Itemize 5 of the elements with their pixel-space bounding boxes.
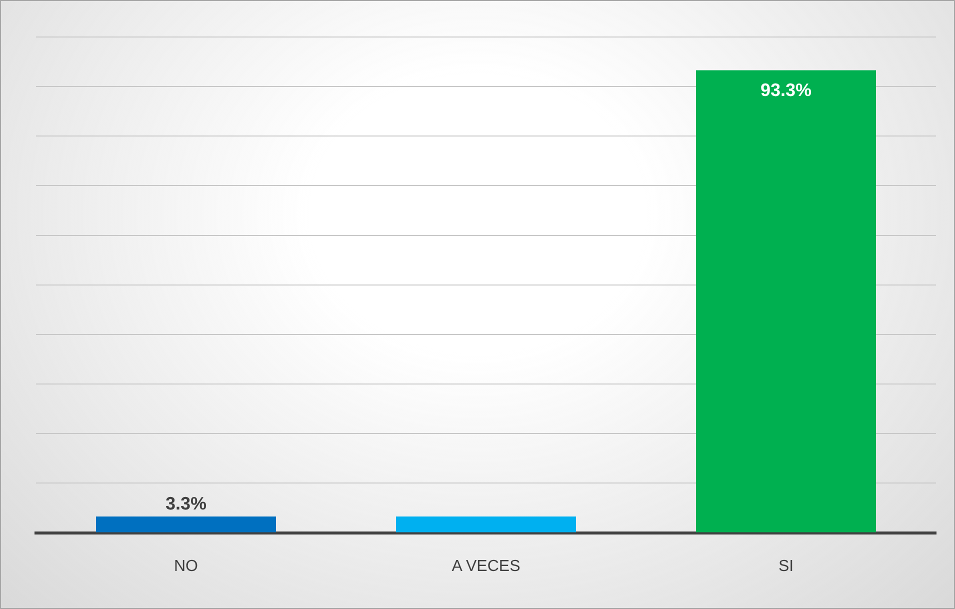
x-tick-label: SI (778, 558, 794, 575)
x-tick-label: A VECES (452, 558, 520, 575)
x-tick-label: NO (174, 558, 198, 575)
data-label: 3.3% (165, 493, 207, 514)
data-label: 93.3% (760, 80, 812, 100)
